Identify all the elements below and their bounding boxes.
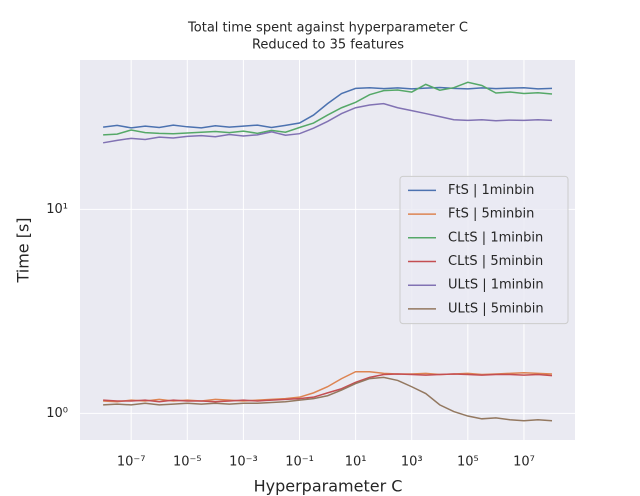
legend-label: CLtS | 1minbin [448,230,543,245]
x-axis-label: Hyperparameter C [254,477,403,496]
series-line [103,376,553,422]
x-tick-label: 10³ [401,455,423,470]
x-tick-label: 10⁻³ [229,455,258,470]
y-tick-label: 10¹ [46,202,68,217]
legend-label: ULtS | 5minbin [448,301,544,316]
x-tick-label: 10⁻⁷ [117,455,146,470]
series-line [103,86,553,129]
legend-label: FtS | 1minbin [448,183,534,198]
x-tick-label: 10¹ [345,455,367,470]
x-tick-label: 10⁻⁵ [173,455,202,470]
y-axis-label: Time [s] [14,217,33,283]
legend: FtS | 1minbin FtS | 5minbin CLtS | 1minbin… [399,175,569,325]
legend-box [399,175,569,325]
x-tick-label: 10⁷ [513,455,535,470]
chart-title: Total time spent against hyperparameter … [187,21,468,36]
series-line [103,81,553,136]
legend-label: CLtS | 5minbin [448,254,543,269]
series-line [103,373,553,403]
legend-label: ULtS | 1minbin [448,278,544,293]
chart-subtitle: Reduced to 35 features [252,38,404,53]
x-tick-label: 10⁵ [457,455,479,470]
legend-label: FtS | 5minbin [448,207,534,222]
series-line [102,102,553,144]
y-tick-label: 10⁰ [46,406,68,421]
x-tick-label: 10⁻¹ [285,455,314,470]
